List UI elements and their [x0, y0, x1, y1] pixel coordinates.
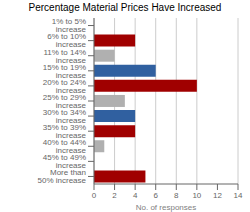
- html-text:increase: increase: [55, 131, 86, 140]
- svg-text:10: 10: [192, 191, 201, 200]
- html-text:increase: increase: [55, 85, 86, 95]
- svg-text:6: 6: [153, 191, 158, 200]
- svg-text:4: 4: [133, 191, 138, 200]
- svg-text:More than50% increase: More than50% increase: [38, 168, 87, 185]
- html-text:increase: increase: [55, 146, 86, 156]
- html-text:40% to 44%: 40% to 44%: [42, 138, 86, 148]
- html-text:45% to 49%: 45% to 49%: [42, 153, 86, 163]
- html-text:15% to 19%: 15% to 19%: [42, 62, 86, 72]
- html-text:increase: increase: [55, 25, 86, 35]
- html-text:increase: increase: [55, 100, 86, 110]
- html-text:increase: increase: [55, 115, 86, 125]
- html-text:25% to 29%: 25% to 29%: [42, 92, 86, 102]
- svg-text:14: 14: [234, 191, 242, 200]
- html-text:increase: increase: [55, 70, 86, 80]
- html-text:1% to 5%: 1% to 5%: [51, 17, 86, 27]
- html-text:6% to 10%: 6% to 10%: [47, 32, 86, 42]
- html-text:30% to 34%: 30% to 34%: [42, 107, 86, 117]
- html-text:increase: increase: [55, 55, 86, 65]
- svg-text:0: 0: [92, 191, 97, 200]
- html-text:11% to 14%: 11% to 14%: [43, 47, 86, 57]
- svg-text:8: 8: [174, 191, 179, 200]
- html-text:increase: increase: [55, 161, 86, 171]
- svg-text:No. of responses: No. of responses: [136, 203, 196, 212]
- svg-text:12: 12: [213, 191, 222, 200]
- html-text:20% to 24%: 20% to 24%: [42, 77, 86, 87]
- svg-text:2: 2: [112, 191, 117, 200]
- html-text:increase: increase: [55, 40, 86, 50]
- html-text:Percentage Material Prices Hav: Percentage Material Prices Have Increase…: [28, 2, 222, 13]
- html-text:35% to 39%: 35% to 39%: [42, 123, 86, 132]
